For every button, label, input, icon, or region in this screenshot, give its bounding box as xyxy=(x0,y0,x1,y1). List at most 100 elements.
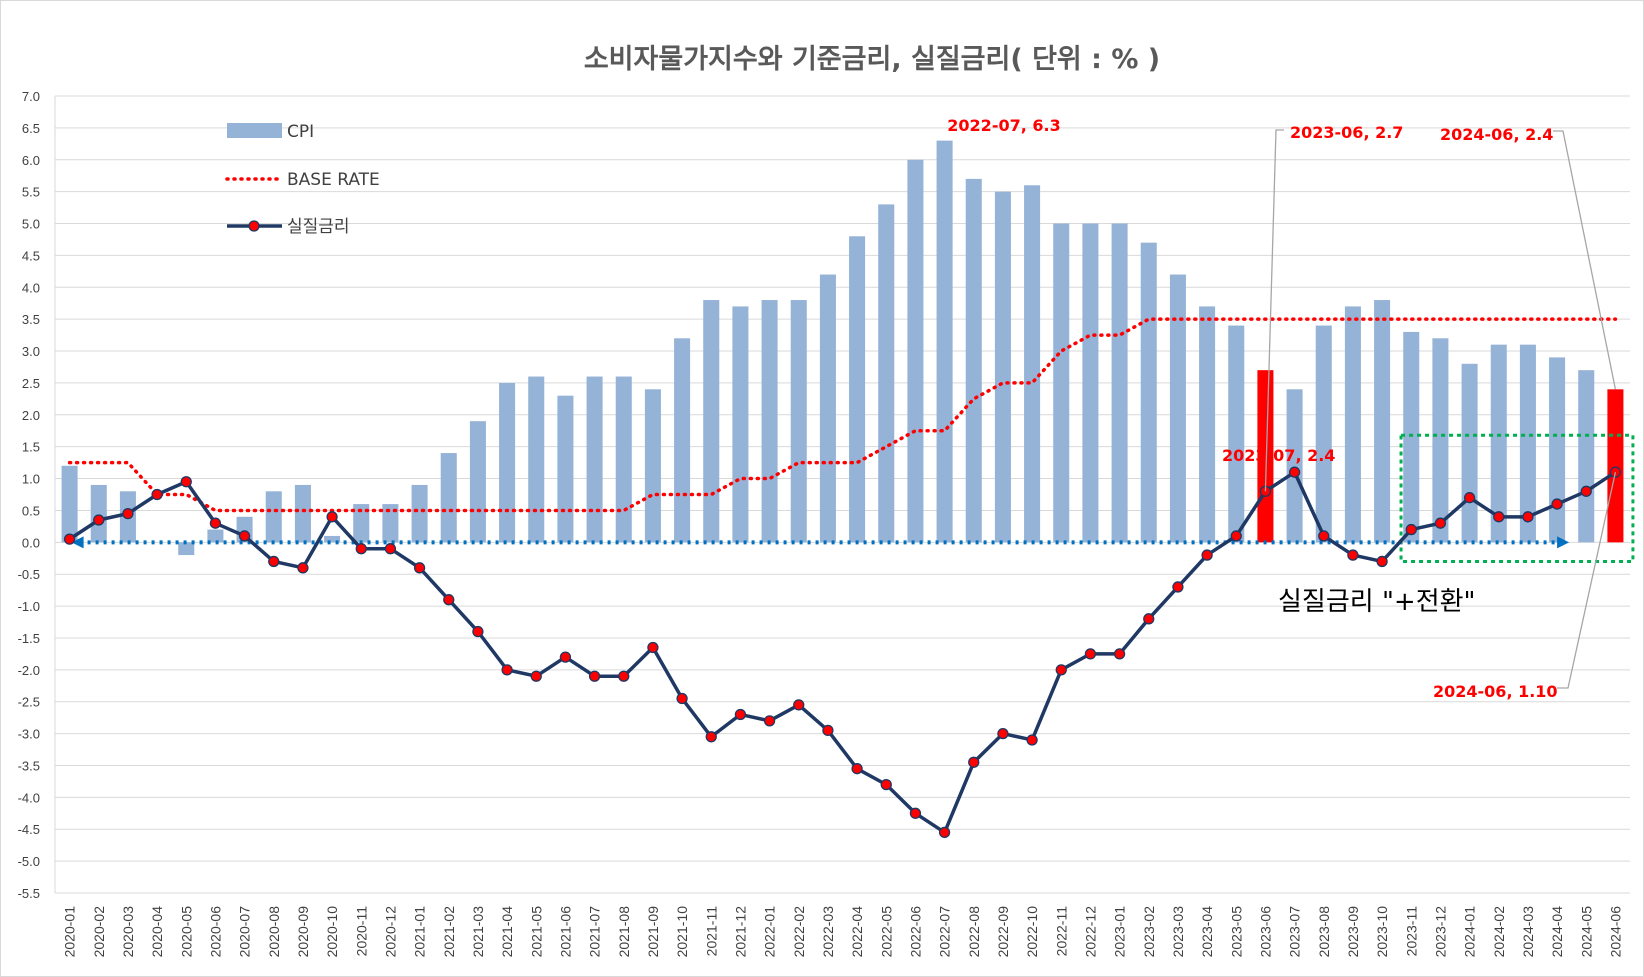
x-axis: 2020-01 2020-02 2020-03 2020-04 2020-05 2020-… xyxy=(62,906,1624,958)
chart-title: 소비자물가지수와 기준금리, 실질금리( 단위 : % ) xyxy=(584,44,1160,75)
x-tick-label: 2023-12 xyxy=(1432,906,1448,958)
x-tick-label: 2022-12 xyxy=(1082,906,1098,958)
bar-cpi-2023-04 xyxy=(1199,306,1216,543)
bar-cpi-2023-09 xyxy=(1344,306,1361,543)
real-rate-point-2020-12 xyxy=(384,543,397,555)
x-tick-label: 2023-11 xyxy=(1403,906,1419,957)
y-tick-label: 2.5 xyxy=(22,376,40,391)
line-series-real-rate xyxy=(63,466,1622,839)
x-tick-label: 2022-05 xyxy=(878,906,894,958)
real-rate-point-2020-09 xyxy=(297,562,309,574)
real-rate-point-2021-06 xyxy=(559,651,572,663)
x-tick-label: 2023-01 xyxy=(1112,906,1128,958)
real-rate-point-2020-04 xyxy=(151,488,163,501)
real-rate-point-2024-03 xyxy=(1522,511,1534,523)
arrow-head-left xyxy=(71,536,84,549)
bar-cpi-2024-06 xyxy=(1607,389,1624,543)
bar-cpi-2021-07 xyxy=(586,376,603,543)
bar-cpi-2021-08 xyxy=(615,376,632,543)
x-tick-label: 2022-11 xyxy=(1053,906,1069,957)
bar-cpi-2020-09 xyxy=(294,484,311,543)
real-rate-point-2023-02 xyxy=(1143,613,1155,625)
x-tick-label: 2021-09 xyxy=(645,906,661,958)
real-rate-point-2021-02 xyxy=(443,594,455,606)
x-tick-label: 2021-06 xyxy=(557,906,573,958)
bar-cpi-2021-10 xyxy=(674,338,691,543)
real-rate-point-2024-04 xyxy=(1551,498,1563,510)
x-tick-label: 2020-12 xyxy=(382,906,398,958)
x-tick-label: 2021-12 xyxy=(732,906,748,958)
bar-cpi-2023-02 xyxy=(1140,242,1157,543)
x-tick-label: 2020-03 xyxy=(120,906,136,958)
x-tick-label: 2023-09 xyxy=(1345,906,1361,958)
x-tick-label: 2020-08 xyxy=(266,906,282,958)
legend-label-real-rate: 실질금리 xyxy=(287,217,350,237)
leader-line-2024-06 xyxy=(1553,130,1617,390)
annotation-cpi-peak: 2022-07, 6.3 xyxy=(947,116,1060,135)
real-rate-point-2020-03 xyxy=(122,507,134,520)
real-rate-point-2020-02 xyxy=(93,514,105,526)
bar-cpi-2023-03 xyxy=(1169,274,1186,543)
y-tick-label: 5.5 xyxy=(22,185,40,200)
bar-cpi-2022-10 xyxy=(1024,185,1041,543)
real-rate-point-2022-10 xyxy=(1026,734,1038,746)
y-axis: 7.0 6.5 6.0 5.5 5.0 4.5 4.0 3.5 3.0 2.5 2.0 1.5 1.0 0… xyxy=(18,89,40,901)
x-tick-label: 2022-01 xyxy=(762,906,778,958)
x-tick-label: 2022-04 xyxy=(849,906,865,958)
bar-cpi-2021-05 xyxy=(528,376,545,543)
real-rate-point-2021-08 xyxy=(618,670,630,682)
bar-cpi-2022-09 xyxy=(994,191,1011,543)
y-tick-label: 0.5 xyxy=(22,503,40,518)
bar-cpi-2021-03 xyxy=(469,421,486,543)
y-tick-label: -3.5 xyxy=(18,758,40,773)
bar-cpi-2024-05 xyxy=(1578,370,1595,543)
bar-cpi-2022-04 xyxy=(849,236,866,543)
x-tick-label: 2020-01 xyxy=(62,906,78,958)
x-tick-label: 2023-04 xyxy=(1199,906,1215,958)
real-rate-point-2023-12 xyxy=(1434,517,1447,529)
bar-cpi-2020-10 xyxy=(324,535,341,543)
real-rate-point-2022-07 xyxy=(938,826,951,839)
bar-cpi-2024-04 xyxy=(1549,357,1566,543)
x-tick-label: 2021-01 xyxy=(412,906,428,958)
y-tick-label: 6.5 xyxy=(22,121,40,136)
real-rate-point-2021-11 xyxy=(705,731,717,743)
y-tick-label: -0.5 xyxy=(18,567,40,582)
x-tick-label: 2020-02 xyxy=(91,906,107,958)
x-tick-label: 2023-05 xyxy=(1228,906,1244,958)
real-rate-point-2021-07 xyxy=(588,670,601,682)
leader-line-real-2024-06 xyxy=(1557,472,1617,689)
bar-cpi-2022-12 xyxy=(1082,223,1099,543)
bar-cpi-2020-12 xyxy=(382,504,399,543)
real-rate-point-2023-07 xyxy=(1288,466,1301,478)
y-tick-label: 5.0 xyxy=(22,217,40,232)
real-rate-point-2023-01 xyxy=(1113,648,1126,660)
legend-label-base-rate: BASE RATE xyxy=(287,170,380,190)
x-tick-label: 2021-03 xyxy=(470,906,486,958)
y-tick-label: 6.0 xyxy=(22,153,40,168)
real-rate-point-2021-03 xyxy=(472,625,484,638)
y-tick-label: 1.0 xyxy=(22,472,40,487)
legend: CPI BASE RATE 실질금리 xyxy=(225,122,380,237)
bar-cpi-2023-05 xyxy=(1228,325,1245,543)
bar-cpi-2022-03 xyxy=(819,274,836,543)
x-tick-label: 2022-02 xyxy=(791,906,807,958)
x-tick-label: 2023-08 xyxy=(1316,906,1332,958)
real-rate-point-2021-05 xyxy=(530,670,542,682)
real-rate-point-2020-08 xyxy=(268,555,280,568)
y-tick-label: 3.0 xyxy=(22,344,40,359)
real-rate-point-2023-10 xyxy=(1376,555,1388,568)
real-rate-point-2023-08 xyxy=(1318,530,1330,542)
real-rate-point-2022-06 xyxy=(909,807,922,819)
x-tick-label: 2020-07 xyxy=(237,906,253,958)
y-tick-label: -2.5 xyxy=(18,695,40,710)
x-tick-label: 2023-06 xyxy=(1257,906,1273,958)
real-rate-point-2021-01 xyxy=(413,562,426,574)
annotation-positive-turn: 실질금리 "+전환" xyxy=(1278,587,1476,617)
y-tick-label: -5.0 xyxy=(18,854,40,869)
bar-cpi-2021-12 xyxy=(732,306,749,543)
x-tick-label: 2022-10 xyxy=(1024,906,1040,958)
highlight-box-rect xyxy=(1399,433,1635,563)
